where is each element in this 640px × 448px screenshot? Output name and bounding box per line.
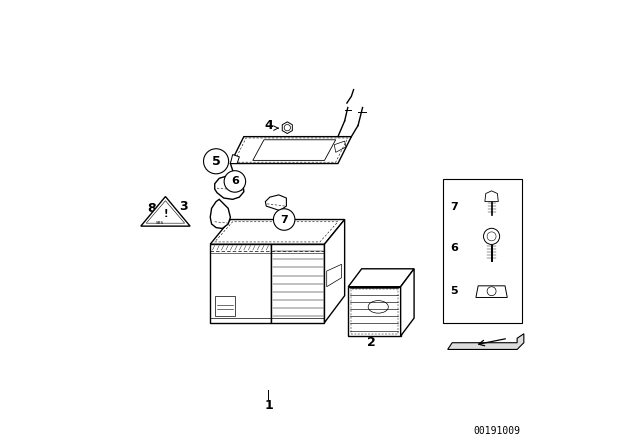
Polygon shape bbox=[324, 220, 345, 323]
Polygon shape bbox=[210, 244, 271, 323]
Text: 3: 3 bbox=[179, 199, 188, 213]
Polygon shape bbox=[230, 137, 351, 164]
Text: 6: 6 bbox=[451, 243, 458, 253]
Polygon shape bbox=[448, 334, 524, 349]
Polygon shape bbox=[230, 155, 239, 164]
Text: 7: 7 bbox=[451, 202, 458, 212]
Text: 00191009: 00191009 bbox=[474, 426, 520, 436]
Polygon shape bbox=[348, 269, 414, 287]
Polygon shape bbox=[282, 122, 292, 134]
Text: 5: 5 bbox=[212, 155, 220, 168]
Polygon shape bbox=[210, 199, 230, 228]
Polygon shape bbox=[485, 191, 499, 202]
Circle shape bbox=[484, 228, 500, 245]
Polygon shape bbox=[271, 244, 324, 323]
Circle shape bbox=[204, 149, 228, 174]
Polygon shape bbox=[141, 197, 190, 226]
Circle shape bbox=[487, 287, 496, 296]
Polygon shape bbox=[266, 195, 287, 211]
Text: 4: 4 bbox=[264, 119, 273, 132]
Text: 6: 6 bbox=[231, 177, 239, 186]
Polygon shape bbox=[210, 220, 345, 244]
Polygon shape bbox=[401, 269, 414, 336]
Text: 7: 7 bbox=[280, 215, 288, 224]
Polygon shape bbox=[253, 140, 336, 160]
Text: SRS: SRS bbox=[156, 221, 164, 225]
Polygon shape bbox=[476, 286, 508, 297]
Circle shape bbox=[273, 209, 295, 230]
Polygon shape bbox=[215, 176, 244, 199]
Circle shape bbox=[224, 171, 246, 192]
Polygon shape bbox=[348, 287, 401, 336]
Text: 2: 2 bbox=[367, 336, 376, 349]
Text: 1: 1 bbox=[264, 399, 273, 412]
Text: 5: 5 bbox=[451, 286, 458, 296]
Text: !: ! bbox=[163, 209, 168, 219]
Text: 8: 8 bbox=[148, 202, 156, 215]
